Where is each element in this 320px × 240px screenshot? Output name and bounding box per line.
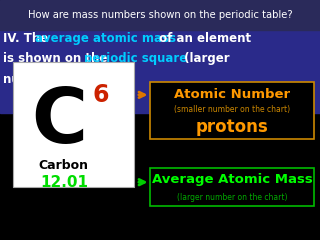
Text: of an element: of an element (155, 32, 251, 45)
Bar (150, 168, 314, 206)
Bar (150, 82, 314, 139)
Text: average atomic mass: average atomic mass (35, 32, 176, 45)
Text: Atomic Number: Atomic Number (174, 88, 290, 101)
Text: is shown on the: is shown on the (3, 52, 112, 65)
Bar (0, 30, 320, 113)
Text: How are mass numbers shown on the periodic table?: How are mass numbers shown on the period… (28, 10, 292, 20)
Text: 12.01: 12.01 (40, 175, 88, 190)
Text: (larger number on the chart): (larger number on the chart) (177, 193, 287, 203)
Text: Average Atomic Mass: Average Atomic Mass (152, 173, 312, 186)
Text: Carbon: Carbon (39, 160, 89, 173)
Bar (13, 62, 134, 187)
Bar (0, 0, 320, 30)
Text: number).: number). (3, 73, 64, 86)
Text: periodic square: periodic square (84, 52, 188, 65)
Text: (larger: (larger (180, 52, 230, 65)
Text: C: C (31, 85, 87, 159)
Text: IV. The: IV. The (3, 32, 52, 45)
Text: (smaller number on the chart): (smaller number on the chart) (174, 105, 290, 114)
Text: protons: protons (196, 118, 268, 136)
Text: 6: 6 (92, 83, 108, 107)
